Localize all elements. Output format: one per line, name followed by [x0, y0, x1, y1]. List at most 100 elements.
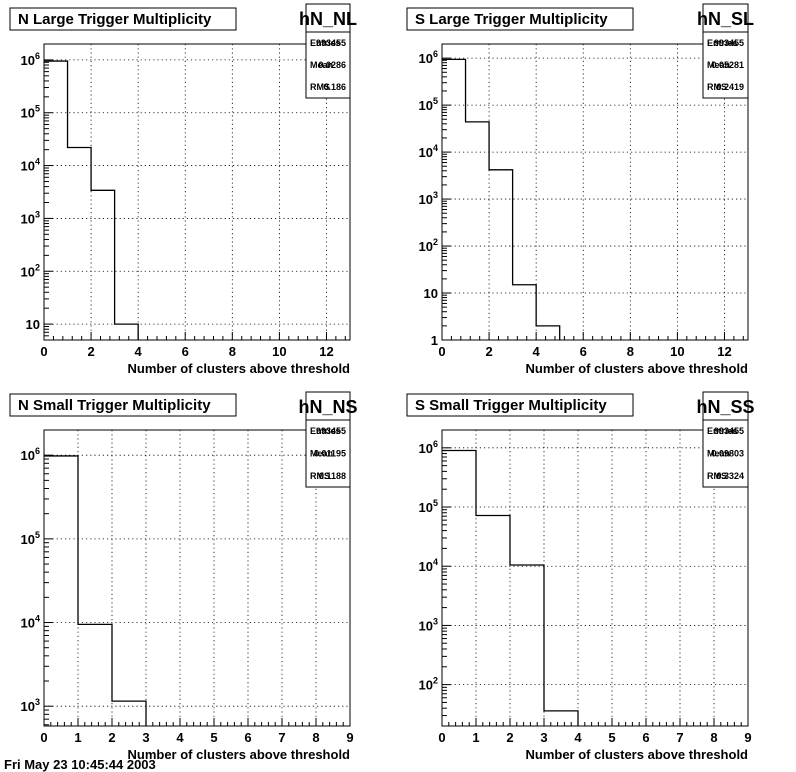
x-tick-label: 2 — [108, 730, 115, 745]
y-tick-label: 10 — [26, 317, 40, 332]
x-tick-label: 4 — [574, 730, 582, 745]
stat-value: 993455 — [316, 426, 346, 436]
y-tick-label: 102 — [419, 237, 438, 254]
y-tick-label: 10 — [424, 286, 438, 301]
histogram-steps — [44, 455, 147, 726]
y-tick-label: 106 — [419, 439, 438, 456]
stat-label: RMS — [310, 471, 330, 481]
x-tick-label: 6 — [642, 730, 649, 745]
y-tick-label: 103 — [21, 209, 40, 226]
x-tick-label: 10 — [272, 344, 286, 359]
y-tick-label: 104 — [419, 143, 438, 160]
y-tick-label: 104 — [419, 557, 438, 574]
stat-label: Mean — [707, 60, 730, 70]
x-tick-label: 3 — [142, 730, 149, 745]
histogram-panel-3: 0 1 2 3 4 5 6 7 8 9 103 104 105 106 Number of clusters… — [9, 391, 358, 762]
histogram-panel-2: 0 2 4 6 8 10 12 1 10 102 103 104 105 106 Number of clu… — [406, 3, 754, 376]
x-tick-label: 0 — [438, 730, 445, 745]
stat-label: RMS — [310, 82, 330, 92]
x-tick-label: 7 — [278, 730, 285, 745]
title-box — [406, 393, 634, 417]
y-tick-label: 106 — [21, 51, 40, 68]
x-axis-title: Number of clusters above threshold — [526, 747, 749, 762]
plot-frame — [441, 43, 749, 341]
y-tick-label: 103 — [419, 190, 438, 207]
panel-title: S Small Trigger Multiplicity — [415, 397, 607, 414]
stats-box — [305, 391, 351, 488]
stats-box — [702, 3, 749, 99]
x-tick-label: 4 — [176, 730, 184, 745]
plot-frame — [43, 429, 351, 727]
x-tick-label: 2 — [87, 344, 94, 359]
stat-value: 0.01195 — [314, 449, 346, 459]
stat-value: 0.186 — [323, 82, 346, 92]
stat-label: Entries — [707, 426, 738, 436]
x-tick-label: 2 — [506, 730, 513, 745]
x-axis-title: Number of clusters above threshold — [128, 747, 351, 762]
x-tick-label: 12 — [717, 344, 731, 359]
x-tick-label: 8 — [312, 730, 319, 745]
stat-value: 0.3324 — [716, 471, 744, 481]
stat-value: 993455 — [714, 426, 744, 436]
y-tick-label: 102 — [21, 262, 40, 279]
y-tick-label: 106 — [21, 446, 40, 463]
x-tick-label: 12 — [319, 344, 333, 359]
stat-label: RMS — [707, 471, 727, 481]
y-tick-label: 1 — [431, 333, 438, 348]
plot-frame — [43, 43, 351, 341]
y-tick-label: 104 — [21, 614, 40, 631]
histogram-name: hN_SS — [696, 397, 754, 417]
histogram-name: hN_SL — [697, 9, 754, 29]
stat-value: 0.05281 — [711, 60, 744, 70]
panel-title: N Large Trigger Multiplicity — [18, 11, 212, 28]
x-tick-label: 0 — [40, 730, 47, 745]
x-tick-label: 4 — [533, 344, 541, 359]
x-tick-label: 6 — [182, 344, 189, 359]
x-tick-label: 0 — [438, 344, 445, 359]
x-tick-label: 7 — [676, 730, 683, 745]
title-box — [406, 7, 634, 31]
x-tick-label: 9 — [744, 730, 751, 745]
stat-label: Entries — [310, 426, 341, 436]
panel-title: S Large Trigger Multiplicity — [415, 11, 608, 28]
stat-label: Mean — [707, 449, 730, 459]
histogram-panel-4: 0 1 2 3 4 5 6 7 8 9 102 103 104 105 106 Number of clust… — [406, 391, 755, 762]
stat-label: Mean — [310, 60, 333, 70]
y-tick-label: 105 — [21, 104, 40, 121]
x-tick-label: 8 — [229, 344, 236, 359]
y-tick-label: 105 — [419, 96, 438, 113]
histogram-steps — [442, 449, 579, 726]
y-tick-label: 103 — [21, 697, 40, 714]
y-tick-label: 102 — [419, 676, 438, 693]
stat-value: 0.0286 — [318, 60, 346, 70]
x-tick-label: 1 — [472, 730, 479, 745]
title-box — [9, 393, 237, 417]
y-tick-label: 103 — [419, 616, 438, 633]
stat-value: 0.2419 — [716, 82, 744, 92]
x-tick-label: 0 — [40, 344, 47, 359]
x-axis-title: Number of clusters above threshold — [526, 361, 749, 376]
stat-label: Mean — [310, 449, 333, 459]
x-tick-label: 1 — [74, 730, 81, 745]
stat-value: 0.1188 — [319, 471, 346, 481]
x-tick-label: 6 — [580, 344, 587, 359]
stat-label: Entries — [707, 38, 738, 48]
x-tick-label: 10 — [670, 344, 684, 359]
stat-value: 993455 — [316, 38, 346, 48]
histogram-steps — [442, 58, 561, 340]
y-tick-label: 105 — [419, 498, 438, 515]
x-tick-label: 3 — [540, 730, 547, 745]
timestamp-footer: Fri May 23 10:45:44 2003 — [4, 757, 156, 772]
x-tick-label: 5 — [210, 730, 217, 745]
stats-box — [305, 3, 351, 99]
stat-label: Entries — [310, 38, 341, 48]
x-tick-label: 5 — [608, 730, 615, 745]
plot-frame — [441, 429, 749, 727]
x-axis-title: Number of clusters above threshold — [128, 361, 351, 376]
stats-box — [702, 391, 749, 488]
x-tick-label: 2 — [485, 344, 492, 359]
histogram-steps — [44, 60, 139, 340]
y-tick-label: 104 — [21, 157, 40, 174]
histogram-name: hN_NS — [298, 397, 357, 417]
